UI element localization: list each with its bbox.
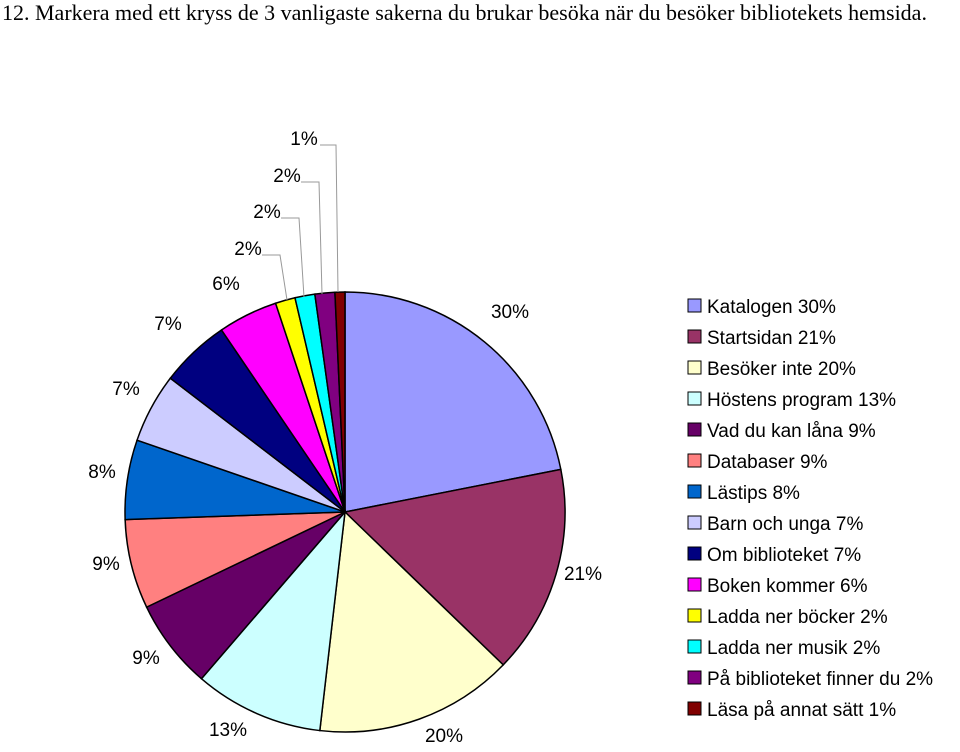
pie-slice bbox=[344, 291, 562, 513]
legend-swatch bbox=[687, 639, 702, 654]
slice-label: 7% bbox=[154, 314, 182, 335]
legend-swatch bbox=[687, 298, 702, 313]
legend-entry: Barn och unga 7% bbox=[707, 514, 863, 535]
legend-entry: Lästips 8% bbox=[707, 483, 800, 504]
legend-swatch bbox=[687, 484, 702, 499]
legend-swatch bbox=[687, 608, 702, 623]
legend-swatch bbox=[687, 360, 702, 375]
slice-label: 9% bbox=[92, 554, 120, 575]
legend-entry: Startsidan 21% bbox=[707, 328, 836, 349]
legend-swatch bbox=[687, 515, 702, 530]
legend-swatch bbox=[687, 546, 702, 561]
leader-line bbox=[281, 217, 305, 298]
slice-label: 30% bbox=[491, 302, 529, 323]
slice-label: 8% bbox=[88, 462, 116, 483]
slice-label: 2% bbox=[253, 202, 281, 223]
legend-swatch bbox=[687, 453, 702, 468]
pie-slice bbox=[318, 510, 505, 733]
question-text: 12. Markera med ett kryss de 3 vanligast… bbox=[2, 0, 927, 25]
legend-swatch bbox=[687, 422, 702, 437]
legend-entry: På biblioteket finner du 2% bbox=[707, 669, 933, 690]
slice-label: 21% bbox=[564, 564, 602, 585]
legend-entry: Databaser 9% bbox=[707, 452, 828, 473]
leader-line bbox=[262, 254, 288, 301]
legend-swatch bbox=[687, 391, 702, 406]
slice-label: 2% bbox=[234, 239, 262, 260]
legend-entry: Boken kommer 6% bbox=[707, 576, 868, 597]
pie-slice bbox=[343, 468, 566, 666]
pie-slice bbox=[200, 509, 347, 732]
leader-line bbox=[320, 144, 339, 293]
legend-entry: Höstens program 13% bbox=[707, 390, 896, 411]
legend-swatch bbox=[687, 701, 702, 716]
slice-label: 9% bbox=[132, 648, 160, 669]
legend-entry: Läsa på annat sätt 1% bbox=[707, 700, 896, 721]
legend-swatch bbox=[687, 670, 702, 685]
slice-label: 6% bbox=[212, 274, 240, 295]
legend-entry: Besöker inte 20% bbox=[707, 359, 856, 380]
slice-label: 13% bbox=[209, 720, 247, 741]
legend-swatch bbox=[687, 329, 702, 344]
legend-entry: Ladda ner böcker 2% bbox=[707, 607, 888, 628]
slice-label: 1% bbox=[290, 129, 318, 150]
legend-entry: Om biblioteket 7% bbox=[707, 545, 861, 566]
slice-label: 2% bbox=[273, 166, 301, 187]
leader-line bbox=[301, 181, 323, 295]
legend-entry: Katalogen 30% bbox=[707, 297, 836, 318]
slice-label: 7% bbox=[112, 379, 140, 400]
legend-entry: Ladda ner musik 2% bbox=[707, 638, 880, 659]
pie-slice bbox=[334, 291, 346, 513]
slice-label: 20% bbox=[425, 726, 463, 747]
legend-entry: Vad du kan låna 9% bbox=[707, 421, 876, 442]
legend-swatch bbox=[687, 577, 702, 592]
